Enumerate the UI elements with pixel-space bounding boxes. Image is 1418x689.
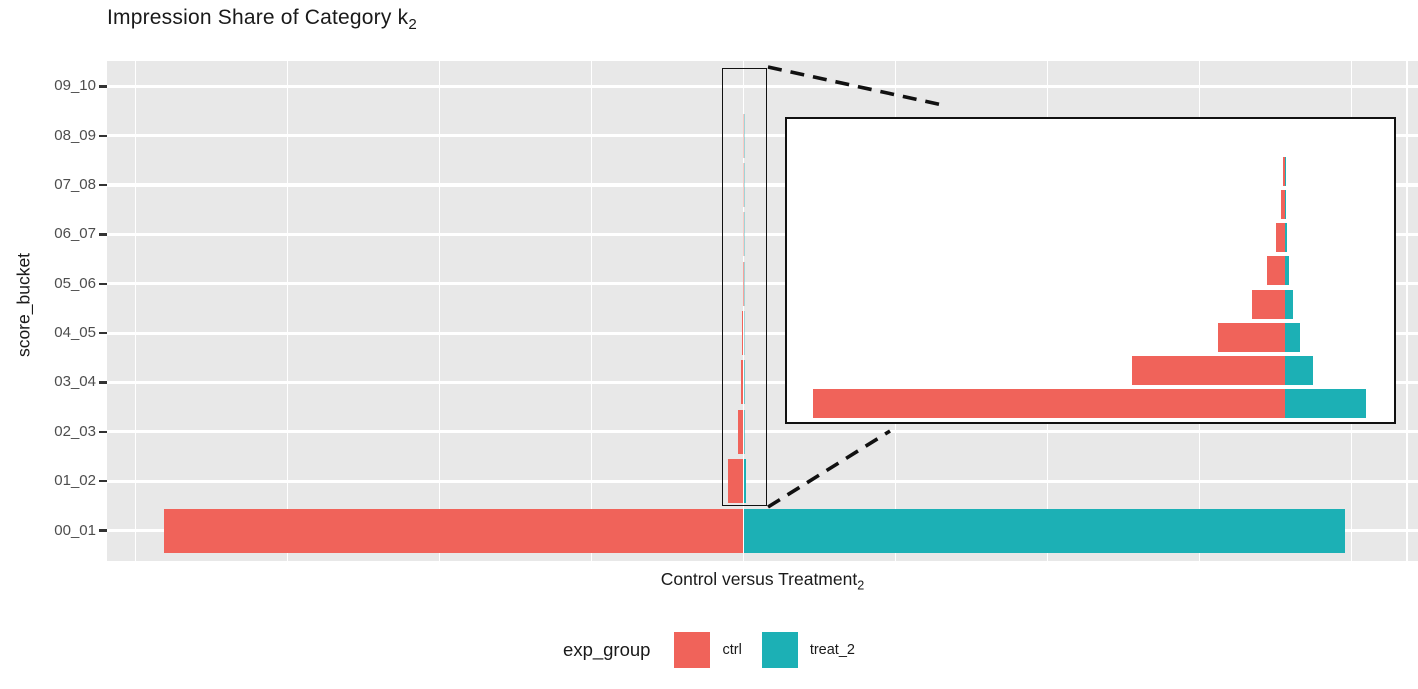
inset-bar-ctrl-08_09 <box>1283 157 1285 187</box>
zoom-inset-panel <box>785 117 1396 424</box>
y-tick-label-04_05: 04_05 <box>54 324 96 342</box>
inset-bar-treat_2-01_02 <box>1285 388 1366 418</box>
y-tick-07_08 <box>99 183 107 187</box>
inset-bar-treat_2-04_05 <box>1285 289 1293 319</box>
bar-ctrl-02_03 <box>738 409 744 454</box>
y-tick-02_03 <box>99 430 107 433</box>
legend-label-ctrl: ctrl <box>722 642 742 658</box>
gridline-vertical-3 <box>590 61 593 561</box>
legend-label-treat-2: treat_2 <box>809 642 855 658</box>
bar-treat_2-04_05 <box>743 311 745 356</box>
gridline-horizontal-06_07 <box>107 232 1418 236</box>
chart-title-text: Impression Share of Category k <box>107 6 409 29</box>
inset-bar-ctrl-03_04 <box>1217 322 1285 352</box>
gridline-horizontal-01_02 <box>107 479 1418 483</box>
bar-treat_2-02_03 <box>743 409 745 454</box>
inset-bar-treat_2-02_03 <box>1285 355 1313 385</box>
bar-treat_2-01_02 <box>743 459 747 504</box>
y-tick-09_10 <box>99 85 107 88</box>
gridline-vertical-1 <box>286 61 289 561</box>
gridline-horizontal-05_06 <box>107 282 1418 286</box>
gridline-horizontal-02_03 <box>107 430 1418 434</box>
y-tick-01_02 <box>99 479 107 483</box>
gridline-vertical-4 <box>742 61 745 561</box>
y-tick-label-05_06: 05_06 <box>54 274 96 292</box>
gridline-horizontal-04_05 <box>107 331 1418 335</box>
y-tick-label-03_04: 03_04 <box>54 373 96 391</box>
gridline-horizontal-09_10 <box>107 84 1418 88</box>
bar-ctrl-01_02 <box>727 459 744 504</box>
bar-ctrl-03_04 <box>741 360 744 405</box>
bar-ctrl-08_09 <box>742 113 744 158</box>
bar-ctrl-06_07 <box>742 212 744 257</box>
legend-key-treat-2 <box>761 632 798 668</box>
bar-ctrl-07_08 <box>742 163 744 208</box>
gridline-vertical-9 <box>1406 61 1408 561</box>
legend-item-treat-2: treat_2 <box>761 632 855 668</box>
legend-item-ctrl: ctrl <box>674 632 742 668</box>
y-tick-03_04 <box>99 381 107 384</box>
legend: exp_group ctrl treat_2 <box>0 630 1418 670</box>
y-tick-06_07 <box>99 233 107 236</box>
bar-ctrl-04_05 <box>742 311 744 356</box>
y-tick-label-06_07: 06_07 <box>54 225 96 243</box>
inset-bar-treat_2-03_04 <box>1285 322 1300 352</box>
gridline-horizontal-08_09 <box>107 134 1418 138</box>
chart-title-subscript: 2 <box>408 16 417 34</box>
zoom-source-box <box>722 68 767 506</box>
y-tick-label-00_01: 00_01 <box>54 521 96 539</box>
gridline-horizontal-07_08 <box>107 183 1418 187</box>
y-tick-label-07_08: 07_08 <box>54 176 96 194</box>
y-tick-08_09 <box>99 134 107 137</box>
legend-key-ctrl <box>674 632 711 668</box>
inset-bar-ctrl-06_07 <box>1276 223 1285 253</box>
gridline-vertical-0 <box>134 61 137 561</box>
inset-bar-treat_2-07_08 <box>1285 190 1286 220</box>
y-tick-00_01 <box>99 529 107 532</box>
y-tick-04_05 <box>99 331 107 335</box>
x-axis-title: Control versus Treatment2 <box>660 569 865 593</box>
inset-bar-ctrl-02_03 <box>1132 355 1285 385</box>
bar-ctrl-05_06 <box>742 261 744 306</box>
inset-bar-ctrl-04_05 <box>1252 289 1285 319</box>
bar-treat_2-07_08 <box>743 163 745 208</box>
chart-title: Impression Share of Category k2 <box>107 6 417 33</box>
gridline-horizontal-03_04 <box>107 380 1418 385</box>
inset-bar-ctrl-05_06 <box>1267 256 1285 286</box>
inset-bar-ctrl-07_08 <box>1281 190 1285 220</box>
bar-treat_2-03_04 <box>743 360 745 405</box>
bar-ctrl-00_01 <box>164 508 744 553</box>
legend-title: exp_group <box>563 639 651 660</box>
bar-treat_2-05_06 <box>743 261 745 306</box>
y-tick-label-09_10: 09_10 <box>54 77 96 95</box>
bar-treat_2-08_09 <box>743 113 745 158</box>
inset-bar-treat_2-06_07 <box>1285 223 1288 253</box>
gridline-vertical-2 <box>438 61 441 561</box>
inset-bar-treat_2-08_09 <box>1285 157 1286 187</box>
y-tick-label-08_09: 08_09 <box>54 126 96 144</box>
bar-treat_2-06_07 <box>743 212 745 257</box>
inset-bar-ctrl-01_02 <box>813 388 1285 418</box>
bar-treat_2-00_01 <box>743 508 1346 553</box>
inset-bar-treat_2-05_06 <box>1285 256 1290 286</box>
y-tick-05_06 <box>99 282 107 285</box>
y-tick-label-02_03: 02_03 <box>54 422 96 440</box>
y-tick-label-01_02: 01_02 <box>54 472 96 490</box>
